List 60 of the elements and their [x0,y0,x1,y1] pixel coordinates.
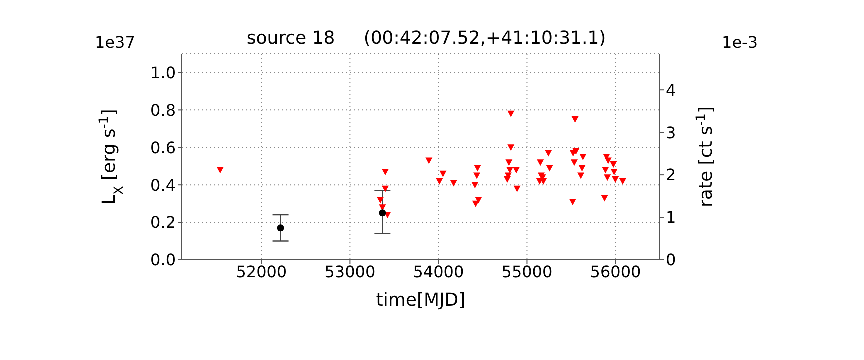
point [578,165,586,172]
chart-title: source 18 (00:42:07.52,+41:10:31.1) [246,28,606,49]
point [610,161,618,168]
point [474,165,482,172]
y-tick-label: 1.0 [150,63,176,82]
y2-tick-label: 1 [666,208,676,228]
point [472,182,479,189]
point [508,144,515,152]
point [508,110,515,118]
point [440,170,447,178]
y2-tick-label: 0 [666,250,676,270]
y-tick-label: 0.6 [150,138,176,158]
point [506,160,513,166]
point [514,186,521,192]
y-tick-label: 0.8 [150,100,176,120]
point [382,186,390,192]
x-axis-title: time[MJD] [376,290,466,311]
point [506,167,514,174]
point [610,168,618,176]
y-tick-label: 0.2 [150,213,176,232]
point [277,224,284,232]
point [601,195,608,202]
point [436,178,444,185]
x-tick-label: 56000 [590,262,642,282]
point [569,198,576,206]
point [426,158,433,164]
y2-tick-label: 4 [666,80,676,100]
y-tick-label: 0.0 [150,250,176,270]
y2-tick-label: 3 [666,123,676,142]
point [450,180,458,187]
text: 1e-3 [722,33,758,52]
point [572,148,580,155]
point [537,160,544,166]
point [540,178,548,185]
x-tick-label: 55000 [502,262,553,282]
x-tick-label: 54000 [413,262,464,282]
x-tick-label: 53000 [324,262,376,282]
point [572,116,579,124]
point [570,160,578,166]
point [602,167,610,174]
point [382,168,390,176]
point [612,176,620,183]
point [604,174,612,182]
point [504,176,511,183]
y2-tick-label: 2 [666,166,676,185]
point [216,167,224,174]
point [474,172,481,180]
point [578,172,585,180]
text: 1e37 [95,33,136,52]
point [475,197,482,204]
point [619,178,626,185]
point [546,165,554,172]
point [580,154,587,160]
point [604,158,612,164]
y-tick-label: 0.4 [150,176,176,195]
point [513,167,520,174]
point [545,150,552,157]
point [379,210,386,217]
point [377,197,384,204]
x-tick-label: 52000 [236,262,288,282]
